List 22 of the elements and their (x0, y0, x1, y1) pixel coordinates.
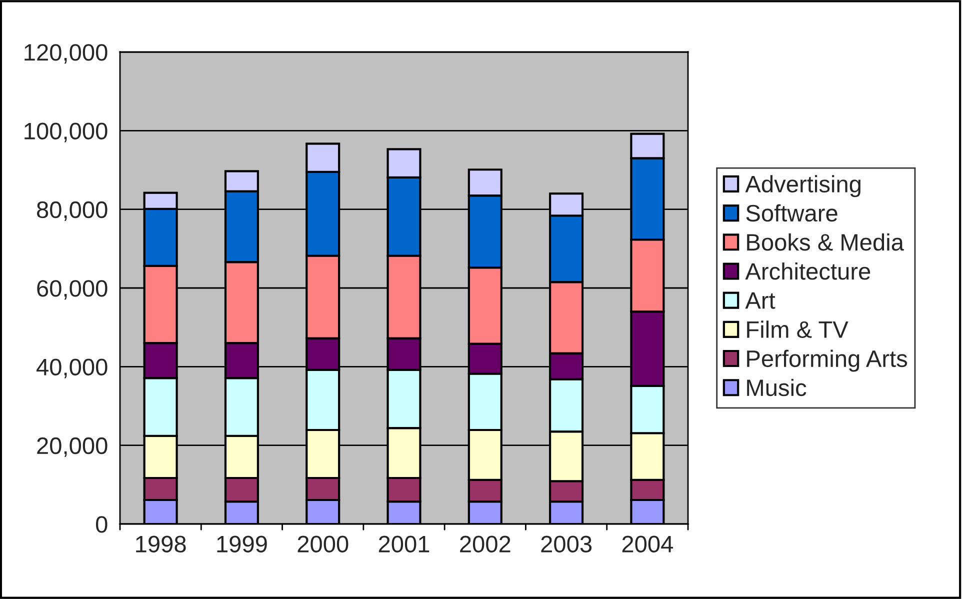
x-tick-label: 1998 (136, 536, 186, 552)
x-tick-label: 2000 (298, 536, 348, 552)
x-tick-label: 2001 (378, 536, 430, 552)
x-tick-label: 2003 (541, 536, 592, 552)
legend-label: Software (746, 204, 838, 222)
legend-label: Art (745, 292, 776, 309)
y-tick-label: 20,000 (37, 437, 108, 457)
legend-label: Books & Media (747, 233, 904, 251)
y-tick-label: 0 (96, 516, 108, 533)
x-tick-label: 2004 (622, 536, 674, 552)
legend-label: Film & TV (747, 320, 848, 338)
legend-label: Music (747, 378, 806, 396)
x-tick-label: 2002 (460, 536, 510, 552)
y-tick-label: 40,000 (36, 358, 108, 378)
legend-label: Performing Arts (747, 350, 908, 372)
x-tick-label: 1999 (217, 536, 267, 552)
y-tick-label: 120,000 (24, 44, 108, 64)
y-tick-label: 80,000 (37, 201, 108, 221)
y-tick-label: 60,000 (37, 280, 108, 300)
legend-label: Advertising (745, 175, 860, 198)
y-tick-label: 100,000 (24, 122, 108, 142)
legend-label: Architecture (745, 262, 870, 280)
